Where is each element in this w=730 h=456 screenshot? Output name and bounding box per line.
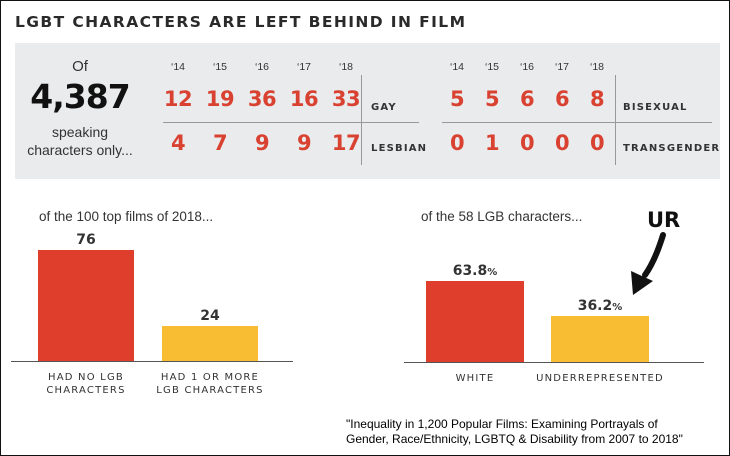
bisexual-count: 5 bbox=[449, 87, 465, 111]
source-citation: "Inequality in 1,200 Popular Films: Exam… bbox=[346, 417, 683, 447]
gay-count: 33 bbox=[331, 87, 361, 111]
chart-1-value-label-2: 24 bbox=[200, 307, 220, 324]
chart-2-bar-1 bbox=[426, 280, 524, 362]
chart-2-category-line: UNDERREPRESENTED bbox=[536, 373, 664, 384]
gay-count: 36 bbox=[247, 87, 277, 111]
year-header: ‘18 bbox=[589, 61, 604, 73]
gay-count: 12 bbox=[163, 87, 193, 111]
table-divider bbox=[361, 75, 362, 165]
chart-1-category-label-2: HAD 1 OR MORE LGB CHARACTERS bbox=[142, 371, 278, 397]
year-header: ‘14 bbox=[170, 61, 185, 73]
chart-1-category-line: LGB CHARACTERS bbox=[156, 385, 264, 396]
lesbian-label: LESBIAN bbox=[371, 143, 428, 154]
chart-1-subtitle: of the 100 top films of 2018... bbox=[39, 209, 214, 224]
annotation-arrow-icon bbox=[631, 232, 666, 295]
ur-annotation: UR bbox=[647, 208, 681, 232]
infographic-title: LGBT CHARACTERS ARE LEFT BEHIND IN FILM bbox=[15, 13, 467, 31]
chart-1-category-line: CHARACTERS bbox=[46, 385, 126, 396]
caption-line-2: characters only... bbox=[27, 142, 133, 158]
transgender-count: 0 bbox=[554, 131, 570, 155]
total-characters: 4,387 bbox=[30, 77, 130, 116]
year-header: ‘15 bbox=[484, 61, 499, 73]
source-line-1: "Inequality in 1,200 Popular Films: Exam… bbox=[346, 417, 658, 431]
chart-2-value-label-2: 36.2% bbox=[577, 297, 623, 314]
lesbian-count: 9 bbox=[296, 131, 312, 155]
of-label: Of bbox=[72, 58, 88, 75]
total-caption: speaking characters only... bbox=[15, 123, 145, 159]
chart-2-category-label-1: WHITE bbox=[406, 372, 544, 385]
chart-2-bar-2 bbox=[551, 315, 649, 362]
chart-1-bar-1 bbox=[38, 249, 134, 361]
lesbian-count: 17 bbox=[331, 131, 361, 155]
bisexual-count: 8 bbox=[589, 87, 605, 111]
transgender-count: 0 bbox=[589, 131, 605, 155]
year-header: ‘15 bbox=[212, 61, 227, 73]
chart-2-value-suffix: % bbox=[612, 301, 623, 313]
bisexual-label: BISEXUAL bbox=[623, 102, 688, 113]
bisexual-count: 5 bbox=[484, 87, 500, 111]
chart-1-baseline bbox=[11, 361, 293, 362]
chart-1-category-line: HAD NO LGB bbox=[48, 372, 124, 383]
year-header: ‘16 bbox=[254, 61, 269, 73]
year-header: ‘17 bbox=[554, 61, 569, 73]
transgender-count: 1 bbox=[484, 131, 500, 155]
lesbian-count: 9 bbox=[254, 131, 270, 155]
gay-count: 16 bbox=[289, 87, 319, 111]
chart-2-value-suffix: % bbox=[487, 266, 498, 278]
gay-label: GAY bbox=[371, 102, 397, 113]
chart-2-subtitle: of the 58 LGB characters... bbox=[421, 209, 583, 224]
year-header: ‘17 bbox=[296, 61, 311, 73]
table-row-divider bbox=[442, 122, 712, 123]
transgender-count: 0 bbox=[449, 131, 465, 155]
counts-panel: Of 4,387 speaking characters only... ‘14… bbox=[15, 43, 720, 179]
lesbian-count: 4 bbox=[170, 131, 186, 155]
bisexual-count: 6 bbox=[519, 87, 535, 111]
chart-2-category-line: WHITE bbox=[455, 373, 495, 384]
bisexual-count: 6 bbox=[554, 87, 570, 111]
year-header: ‘14 bbox=[449, 61, 464, 73]
year-header: ‘18 bbox=[338, 61, 353, 73]
lesbian-count: 7 bbox=[212, 131, 228, 155]
chart-1-value-label-1: 76 bbox=[76, 231, 96, 248]
table-divider bbox=[615, 75, 616, 165]
table-row-divider bbox=[163, 122, 419, 123]
chart-1-bar-2 bbox=[162, 325, 258, 361]
chart-2-value-label-1: 63.8% bbox=[452, 262, 498, 279]
source-line-2: Gender, Race/Ethnicity, LGBTQ & Disabili… bbox=[346, 432, 683, 446]
transgender-label: TRANSGENDER bbox=[623, 143, 721, 154]
chart-2-category-label-2: UNDERREPRESENTED bbox=[531, 372, 669, 385]
year-header: ‘16 bbox=[519, 61, 534, 73]
caption-line-1: speaking bbox=[51, 124, 109, 140]
chart-1-category-line: HAD 1 OR MORE bbox=[160, 372, 260, 383]
gay-count: 19 bbox=[205, 87, 235, 111]
chart-1-category-label-1: HAD NO LGB CHARACTERS bbox=[18, 371, 154, 397]
chart-2-baseline bbox=[404, 362, 704, 363]
transgender-count: 0 bbox=[519, 131, 535, 155]
